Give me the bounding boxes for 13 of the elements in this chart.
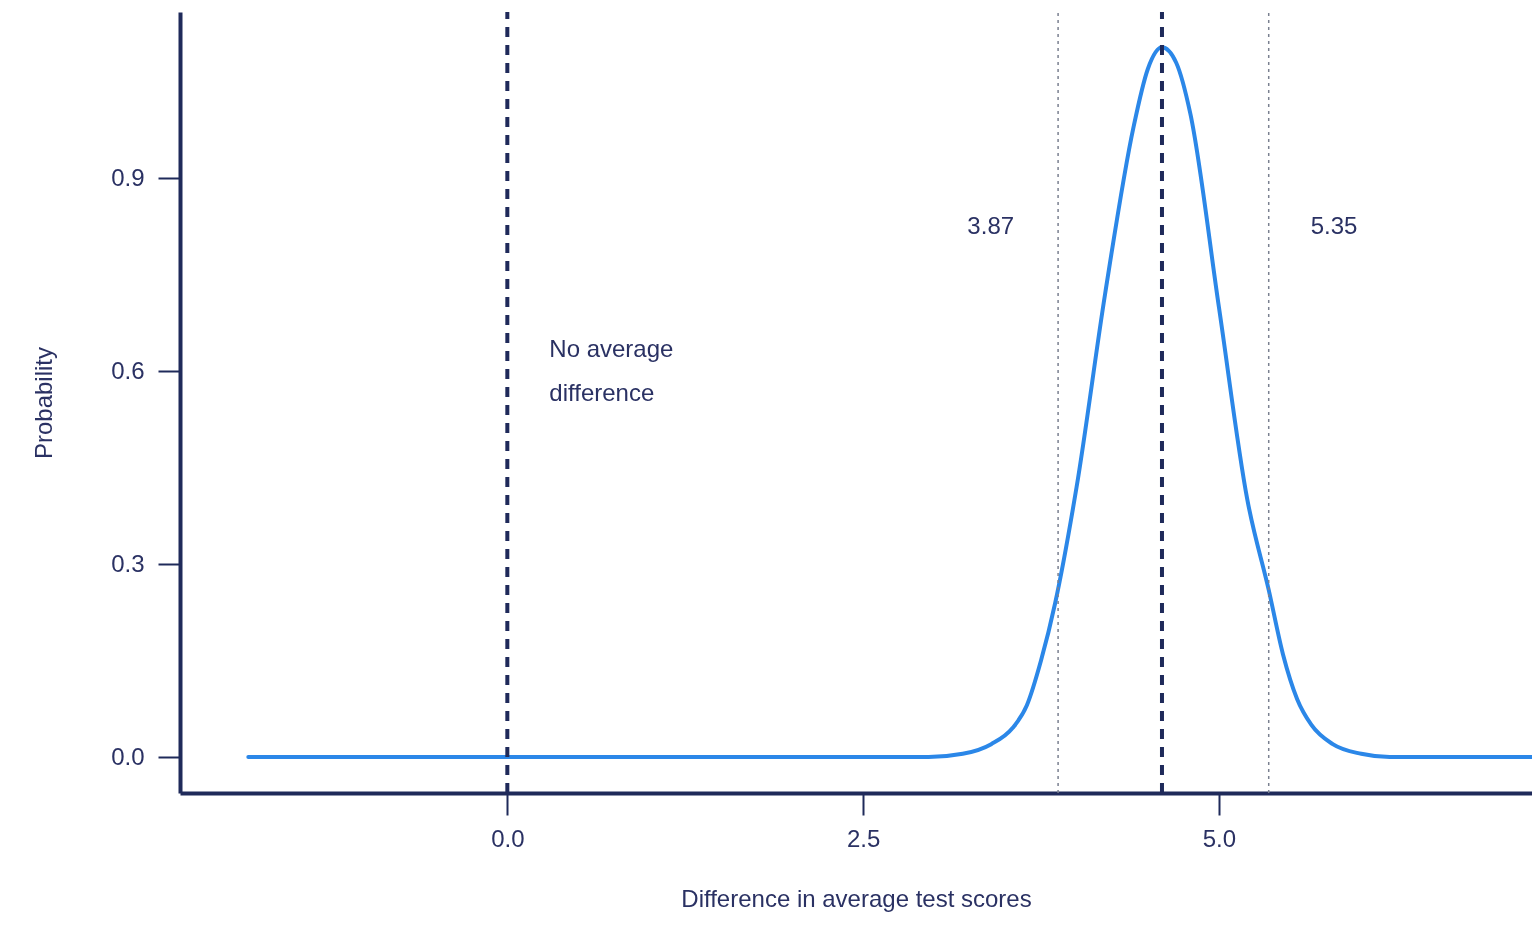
- ref-line-label: 5.35: [1310, 212, 1358, 239]
- ref-line-label: No average difference: [549, 335, 674, 406]
- y-tick-label: 0.3: [111, 549, 145, 577]
- x-axis-title: Difference in average test scores: [681, 884, 1032, 912]
- x-tick-label: 0.0: [491, 824, 525, 852]
- x-tick-label: 5.0: [1202, 824, 1237, 852]
- ref-line-label: 3.87: [967, 212, 1015, 239]
- x-tick-label: 2.5: [846, 824, 881, 852]
- line-series: [246, 45, 1532, 759]
- y-tick-label: 0.0: [111, 742, 145, 770]
- y-tick-label: 0.6: [111, 356, 145, 384]
- y-axis-title: Probability: [30, 346, 58, 460]
- y-tick-label: 0.9: [111, 163, 145, 191]
